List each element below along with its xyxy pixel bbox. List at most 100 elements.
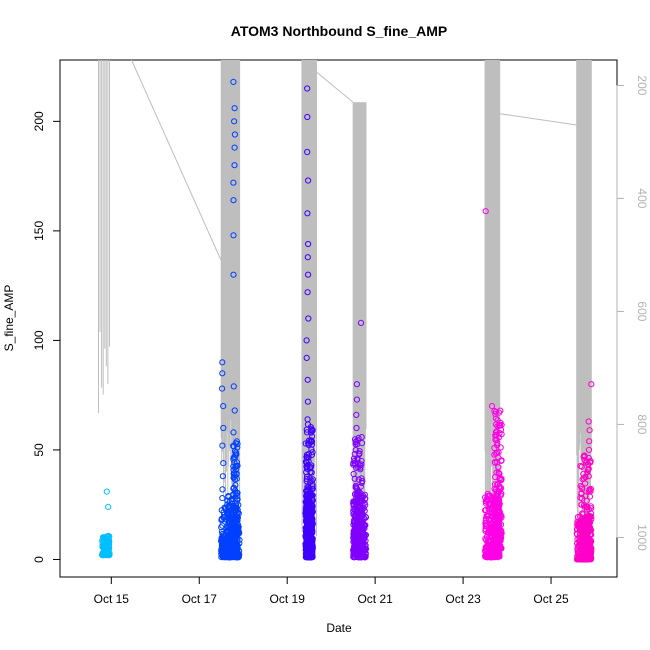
data-point [230, 179, 237, 186]
data-point [230, 197, 237, 204]
data-point [498, 530, 505, 537]
x-axis-label: Date [326, 621, 352, 635]
data-point [230, 271, 237, 278]
data-point [308, 469, 315, 476]
data-point [495, 505, 502, 512]
data-point [304, 495, 311, 503]
y-tick-label: 0 [32, 556, 46, 563]
data-point [229, 492, 237, 499]
data-point [233, 475, 240, 482]
x-tick-label: Oct 19 [270, 592, 306, 606]
data-point [353, 490, 360, 497]
data-point [356, 451, 363, 458]
data-point [308, 438, 316, 445]
data-point [304, 398, 311, 405]
data-point [308, 504, 315, 511]
data-point [495, 552, 502, 560]
data-point [227, 526, 234, 533]
data-point [304, 416, 311, 423]
data-point [230, 78, 237, 86]
data-point [585, 473, 592, 480]
data-point [578, 489, 585, 496]
data-point [495, 497, 502, 504]
depth-line-connector [131, 59, 222, 261]
data-point [357, 483, 364, 490]
data-point [106, 549, 113, 557]
depth-line-group [98, 59, 592, 542]
data-point [219, 495, 226, 502]
data-point [492, 513, 499, 520]
data-point [230, 485, 237, 492]
data-point [218, 507, 225, 514]
data-point [494, 439, 501, 446]
data-point [306, 475, 313, 482]
data-point [305, 458, 312, 465]
data-point [579, 527, 586, 534]
data-point [219, 359, 226, 366]
data-point [583, 458, 590, 465]
data-point [492, 553, 499, 560]
data-point [585, 461, 592, 468]
data-point [233, 451, 240, 458]
data-point [491, 459, 498, 466]
y2-tick-label: 1000 [635, 524, 649, 551]
data-point [304, 289, 311, 296]
data-point [102, 536, 109, 543]
data-point [493, 544, 500, 551]
y-tick-label: 150 [32, 221, 46, 241]
data-point [353, 411, 360, 418]
data-point [305, 441, 312, 449]
data-point [491, 481, 498, 488]
data-point [307, 465, 314, 472]
data-point [482, 526, 489, 533]
data-point [303, 337, 310, 344]
x-tick-label: Oct 17 [182, 592, 218, 606]
data-point [578, 548, 585, 556]
data-point [230, 383, 237, 390]
data-point [483, 500, 490, 507]
data-point [496, 512, 503, 519]
data-point [357, 515, 364, 522]
data-point [586, 487, 593, 494]
data-point [307, 547, 314, 555]
data-point [303, 451, 311, 458]
data-point [302, 440, 309, 447]
data-point [303, 509, 310, 516]
points-group [99, 78, 595, 563]
data-point [231, 105, 238, 112]
data-point [497, 444, 504, 451]
y2-tick-label: 400 [635, 188, 649, 208]
data-point [488, 403, 496, 410]
data-point [231, 131, 238, 138]
data-point [351, 507, 358, 514]
data-point [496, 514, 503, 521]
data-point [307, 545, 314, 552]
data-point [309, 496, 316, 503]
data-point [496, 484, 503, 492]
data-point [218, 524, 225, 531]
data-point [586, 438, 593, 445]
data-point [231, 162, 238, 169]
data-point [584, 467, 592, 474]
data-point [309, 520, 316, 527]
data-point [356, 502, 363, 509]
data-point [496, 470, 503, 477]
data-point [309, 426, 316, 434]
data-point [579, 485, 586, 492]
data-point [585, 514, 593, 521]
data-point [230, 442, 237, 450]
data-point [358, 461, 365, 468]
x-tick-label: Oct 15 [94, 592, 130, 606]
data-point [491, 407, 498, 415]
data-point [231, 470, 238, 477]
data-point [350, 546, 357, 553]
data-point [304, 376, 311, 383]
y-tick-label: 200 [32, 111, 46, 131]
data-point [303, 497, 310, 504]
data-point [228, 532, 236, 539]
data-point [351, 436, 359, 443]
data-point [583, 497, 590, 504]
data-point [106, 551, 113, 559]
data-point [231, 118, 238, 125]
